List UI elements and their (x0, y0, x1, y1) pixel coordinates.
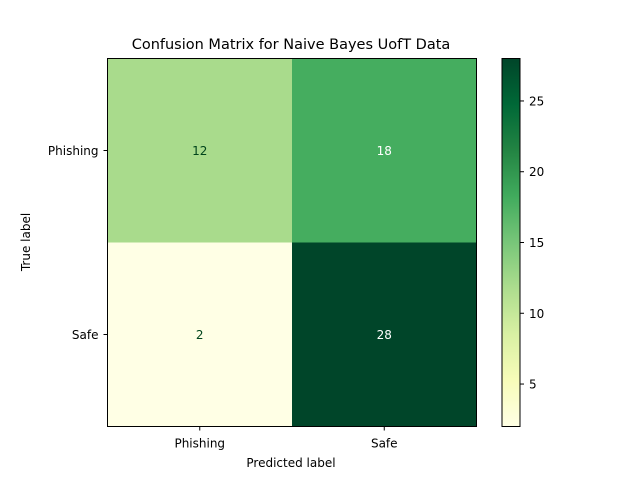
chart-title: Confusion Matrix for Naive Bayes UofT Da… (132, 37, 451, 53)
colorbar-tick-label: 20 (529, 165, 544, 179)
x-axis-label: Predicted label (246, 456, 335, 470)
x-tick-label: Safe (371, 437, 398, 451)
colorbar-tick-label: 10 (529, 307, 544, 321)
y-axis: Phishing Safe (48, 144, 108, 342)
plot-frame (107, 58, 477, 427)
colorbar: 5 10 15 20 25 (501, 58, 544, 427)
x-tick-label: Phishing (174, 437, 225, 451)
x-axis: Phishing Safe (174, 426, 398, 451)
heatmap-cells: 12 18 2 28 (107, 58, 477, 427)
colorbar-tick-label: 5 (529, 378, 537, 392)
y-tick-label: Phishing (48, 144, 99, 158)
y-tick-label: Safe (72, 328, 99, 342)
cell-value-label: 2 (196, 328, 204, 342)
heatmap-cell (292, 242, 477, 427)
heatmap-cell (107, 242, 292, 427)
colorbar-gradient (502, 58, 520, 427)
heatmap-cell (107, 58, 292, 243)
colorbar-tick-label: 25 (529, 94, 544, 108)
cell-value-label: 28 (377, 328, 392, 342)
colorbar-ticks: 5 10 15 20 25 (520, 94, 544, 392)
heatmap-cell (292, 58, 477, 243)
y-axis-label: True label (19, 213, 33, 272)
cell-value-label: 12 (192, 144, 207, 158)
colorbar-tick-label: 15 (529, 236, 544, 250)
cell-value-label: 18 (377, 144, 392, 158)
